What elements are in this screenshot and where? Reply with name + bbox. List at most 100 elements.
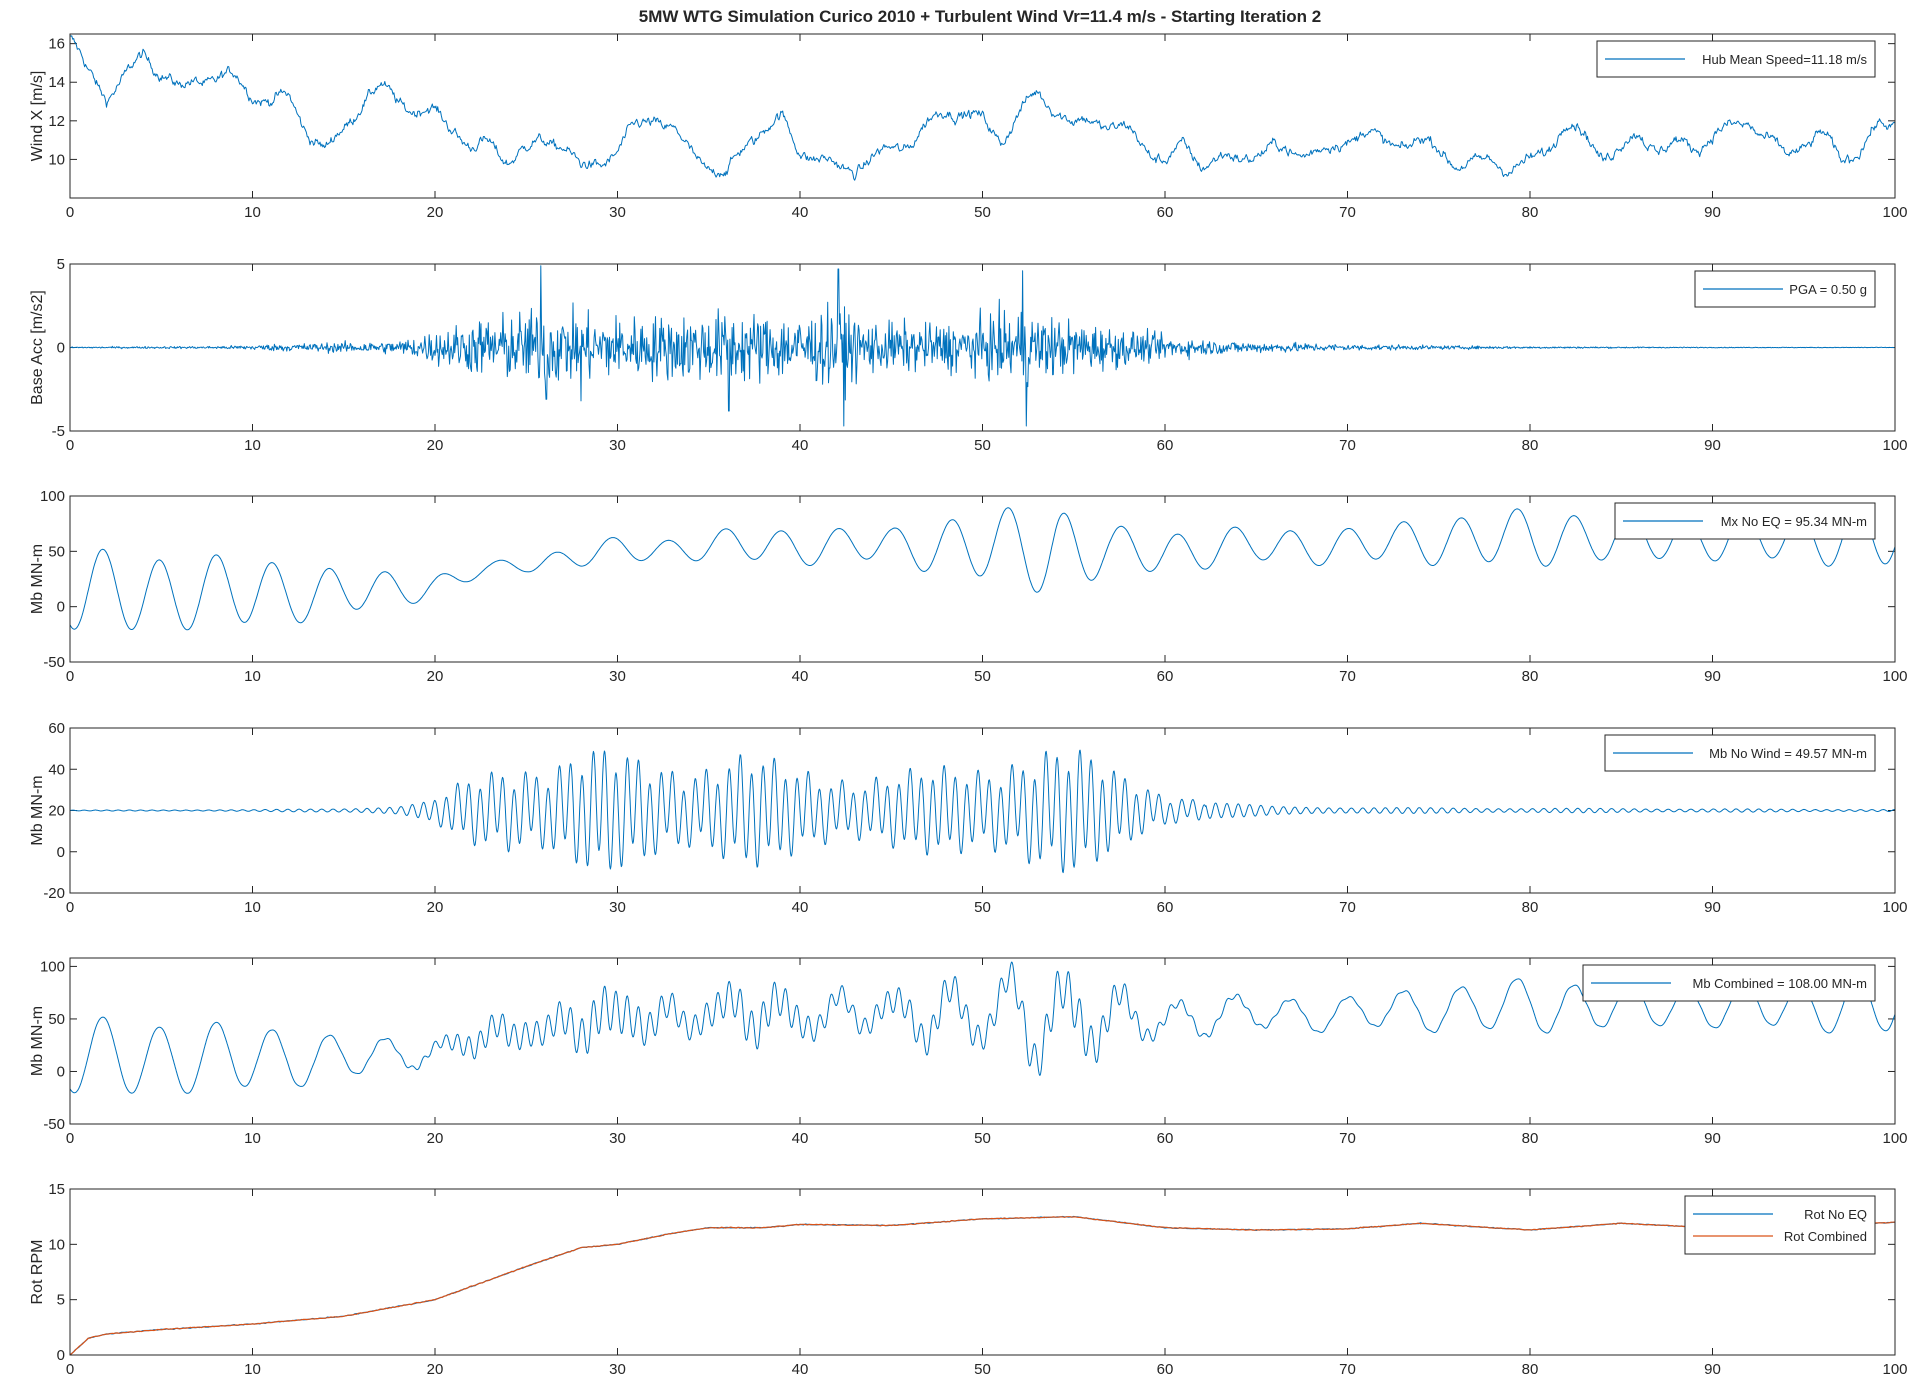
x-tick-label: 20 bbox=[427, 899, 444, 916]
x-tick-label: 20 bbox=[427, 668, 444, 685]
plot-area bbox=[70, 34, 1895, 198]
x-tick-label: 70 bbox=[1339, 1130, 1356, 1147]
x-tick-label: 10 bbox=[244, 437, 261, 454]
x-tick-label: 80 bbox=[1522, 1361, 1539, 1378]
y-tick-label: 5 bbox=[57, 1292, 65, 1309]
x-tick-label: 70 bbox=[1339, 899, 1356, 916]
y-tick-label: -5 bbox=[52, 423, 65, 440]
y-tick-label: 0 bbox=[57, 1347, 65, 1364]
x-tick-label: 60 bbox=[1157, 899, 1174, 916]
x-tick-label: 100 bbox=[1882, 437, 1907, 454]
series-line-mb-combined bbox=[69, 961, 1896, 1094]
x-tick-label: 20 bbox=[427, 1361, 444, 1378]
x-tick-label: 90 bbox=[1704, 1361, 1721, 1378]
x-tick-label: 10 bbox=[244, 1361, 261, 1378]
x-tick-label: 30 bbox=[609, 899, 626, 916]
x-tick-label: 80 bbox=[1522, 899, 1539, 916]
y-axis-label: Mb MN-m bbox=[29, 544, 46, 614]
x-tick-label: 50 bbox=[974, 437, 991, 454]
x-tick-label: 100 bbox=[1882, 1361, 1907, 1378]
x-tick-label: 10 bbox=[244, 1130, 261, 1147]
x-tick-label: 50 bbox=[974, 1361, 991, 1378]
x-tick-label: 20 bbox=[427, 437, 444, 454]
legend: Mx No EQ = 95.34 MN-m bbox=[1614, 502, 1876, 540]
axes-box bbox=[69, 263, 1896, 432]
x-tick-label: 100 bbox=[1882, 1130, 1907, 1147]
x-tick-label: 60 bbox=[1157, 668, 1174, 685]
figure-title: 5MW WTG Simulation Curico 2010 + Turbule… bbox=[639, 7, 1321, 26]
x-tick-label: 70 bbox=[1339, 437, 1356, 454]
axes-box bbox=[69, 1188, 1896, 1356]
x-tick-label: 90 bbox=[1704, 204, 1721, 221]
y-tick-label: 12 bbox=[48, 113, 65, 130]
legend: PGA = 0.50 g bbox=[1694, 270, 1876, 308]
y-tick-label: 40 bbox=[48, 761, 65, 778]
x-tick-label: 40 bbox=[792, 668, 809, 685]
y-tick-label: 10 bbox=[48, 151, 65, 168]
y-tick-label: 50 bbox=[48, 1011, 65, 1028]
legend-entry: Hub Mean Speed=11.18 m/s bbox=[1702, 52, 1867, 67]
x-tick-label: 80 bbox=[1522, 204, 1539, 221]
x-tick-label: 30 bbox=[609, 1361, 626, 1378]
y-axis-label: Rot RPM bbox=[29, 1240, 46, 1305]
x-tick-label: 50 bbox=[974, 899, 991, 916]
y-tick-label: 15 bbox=[48, 1181, 65, 1198]
legend-entry: Rot No EQ bbox=[1804, 1207, 1867, 1222]
y-tick-label: 0 bbox=[57, 340, 65, 357]
x-tick-label: 10 bbox=[244, 899, 261, 916]
x-tick-label: 90 bbox=[1704, 668, 1721, 685]
x-tick-label: 70 bbox=[1339, 1361, 1356, 1378]
x-tick-label: 80 bbox=[1522, 668, 1539, 685]
y-axis-label: Mb MN-m bbox=[29, 775, 46, 845]
y-tick-label: 14 bbox=[48, 74, 65, 91]
series-line-mb-no-wind bbox=[69, 749, 1895, 874]
y-tick-label: -50 bbox=[43, 1116, 65, 1133]
x-tick-label: 90 bbox=[1704, 899, 1721, 916]
y-tick-label: 50 bbox=[48, 543, 65, 560]
x-tick-label: 20 bbox=[427, 204, 444, 221]
x-tick-label: 30 bbox=[609, 668, 626, 685]
y-axis-label: Wind X [m/s] bbox=[29, 71, 46, 162]
x-tick-label: 10 bbox=[244, 204, 261, 221]
axes-box bbox=[69, 495, 1896, 663]
series-line-rot-combined bbox=[69, 1216, 1896, 1356]
legend: Hub Mean Speed=11.18 m/s bbox=[1596, 40, 1876, 78]
panel-1: 0 10 20 30 40 50 60 70 80 90 100 10 12 14 16 Wind X [m/… bbox=[29, 33, 1908, 221]
axes-box bbox=[69, 727, 1896, 894]
x-tick-label: 20 bbox=[427, 1130, 444, 1147]
x-tick-label: 100 bbox=[1882, 204, 1907, 221]
legend-box bbox=[1596, 40, 1876, 78]
legend-entry: Mb No Wind = 49.57 MN-m bbox=[1709, 746, 1867, 761]
y-tick-label: 60 bbox=[48, 720, 65, 737]
x-tick-label: 60 bbox=[1157, 1130, 1174, 1147]
x-tick-label: 30 bbox=[609, 1130, 626, 1147]
y-tick-label: 16 bbox=[48, 36, 65, 53]
y-tick-label: 20 bbox=[48, 803, 65, 820]
y-tick-label: 0 bbox=[57, 844, 65, 861]
series-line-wind bbox=[69, 35, 1896, 181]
x-tick-label: 0 bbox=[66, 668, 74, 685]
axes-box bbox=[69, 33, 1896, 199]
x-tick-label: 90 bbox=[1704, 437, 1721, 454]
x-tick-label: 100 bbox=[1882, 899, 1907, 916]
panel-6: 0 10 20 30 40 50 60 70 80 90 100 0 5 10 15 Rot RPM Rot N… bbox=[29, 1181, 1908, 1378]
x-tick-label: 40 bbox=[792, 899, 809, 916]
series-line-mx-no-eq bbox=[69, 505, 1896, 631]
legend-box bbox=[1684, 1195, 1876, 1255]
legend-entry: Mb Combined = 108.00 MN-m bbox=[1693, 976, 1868, 991]
axes-box bbox=[69, 957, 1896, 1125]
x-tick-label: 60 bbox=[1157, 204, 1174, 221]
x-tick-label: 0 bbox=[66, 899, 74, 916]
legend-entry: Rot Combined bbox=[1784, 1229, 1867, 1244]
x-tick-label: 0 bbox=[66, 204, 74, 221]
y-tick-label: 0 bbox=[57, 1063, 65, 1080]
x-tick-label: 60 bbox=[1157, 1361, 1174, 1378]
y-tick-label: 5 bbox=[57, 256, 65, 273]
x-tick-label: 50 bbox=[974, 668, 991, 685]
legend: Mb Combined = 108.00 MN-m bbox=[1582, 964, 1876, 1002]
x-tick-label: 0 bbox=[66, 1130, 74, 1147]
